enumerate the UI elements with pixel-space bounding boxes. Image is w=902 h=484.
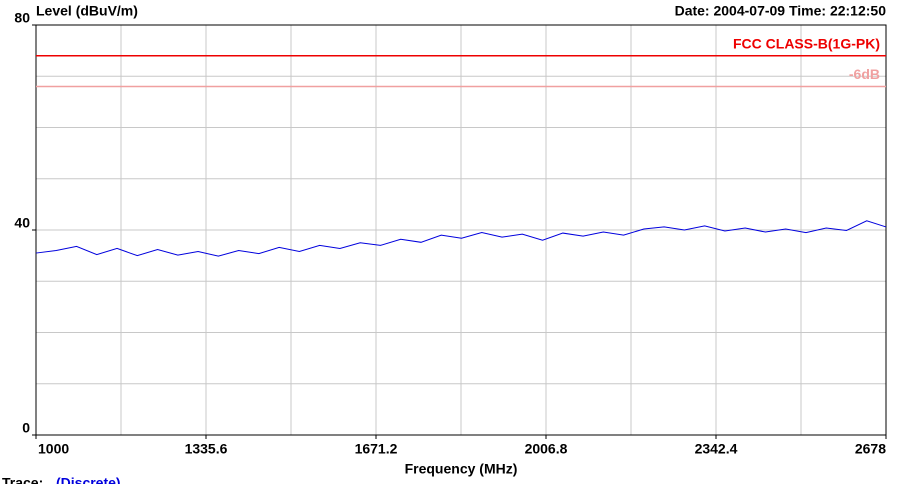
y-axis-label: Level (dBuV/m) [36, 3, 138, 19]
x-axis-label: Frequency (MHz) [405, 461, 518, 477]
trace-line [35, 220, 887, 257]
limit-label: -6dB [849, 66, 880, 82]
y-tick-label: 80 [14, 10, 30, 26]
date-time: Date: 2004-07-09 Time: 22:12:50 [675, 3, 887, 19]
y-tick-label: 40 [14, 215, 30, 231]
x-tick-label: 1335.6 [185, 441, 228, 457]
trace-value: (Discrete) [56, 475, 121, 484]
x-tick-label: 1671.2 [355, 441, 398, 457]
limit-label: FCC CLASS-B(1G-PK) [733, 35, 880, 51]
x-tick-label: 2006.8 [525, 441, 568, 457]
y-tick-label: 0 [22, 420, 30, 436]
x-tick-label: 2342.4 [695, 441, 738, 457]
x-tick-label: 2678 [855, 441, 886, 457]
x-tick-label: 1000 [38, 441, 69, 457]
trace-label: Trace: [2, 475, 43, 484]
